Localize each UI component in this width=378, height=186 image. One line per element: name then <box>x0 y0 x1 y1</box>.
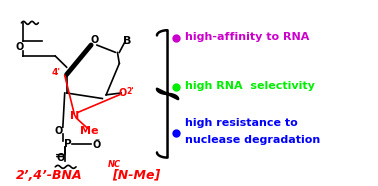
Text: Me: Me <box>80 126 98 136</box>
Text: high RNA  selectivity: high RNA selectivity <box>185 81 315 91</box>
Text: O: O <box>93 140 101 150</box>
Text: NC: NC <box>108 161 121 169</box>
Text: 4': 4' <box>51 68 60 77</box>
Text: 2': 2' <box>127 87 135 96</box>
Text: P: P <box>64 139 71 149</box>
Text: N: N <box>70 111 79 121</box>
Text: nuclease degradation: nuclease degradation <box>185 135 321 145</box>
Text: O: O <box>119 88 127 98</box>
Text: O: O <box>55 126 63 136</box>
Text: O: O <box>57 153 65 163</box>
Text: O: O <box>15 42 24 52</box>
Text: [N-Me]: [N-Me] <box>112 169 160 182</box>
Text: high resistance to: high resistance to <box>185 118 298 128</box>
Text: high-affinity to RNA: high-affinity to RNA <box>185 32 310 42</box>
Text: 2’,4’-BNA: 2’,4’-BNA <box>16 169 82 182</box>
Text: O: O <box>91 35 99 45</box>
Text: =: = <box>55 151 64 161</box>
Text: B: B <box>123 36 131 46</box>
Text: ⁻: ⁻ <box>94 137 99 147</box>
